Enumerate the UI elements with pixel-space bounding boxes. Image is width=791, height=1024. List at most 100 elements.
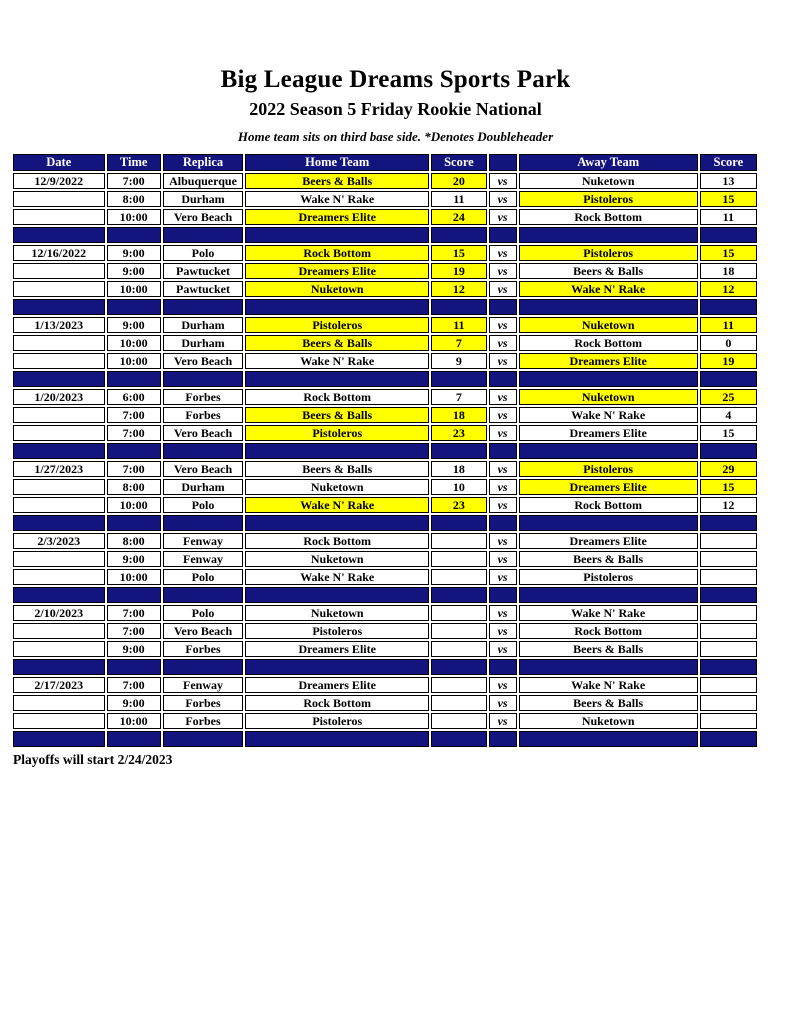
separator-cell <box>245 443 430 459</box>
time-cell: 7:00 <box>106 623 161 639</box>
away-team-cell: Nuketown <box>518 713 698 729</box>
away-team-cell: Dreamers Elite <box>518 353 698 369</box>
separator-cell <box>106 371 161 387</box>
separator-cell <box>13 515 105 531</box>
home-team-cell: Rock Bottom <box>245 695 430 711</box>
replica-cell: Fenway <box>162 551 244 567</box>
away-score-cell <box>699 641 757 657</box>
separator-cell <box>162 227 244 243</box>
vs-cell: vs <box>488 353 517 369</box>
away-score-cell <box>699 713 757 729</box>
separator-cell <box>245 515 430 531</box>
game-row: 10:00 Forbes Pistoleros vs Nuketown <box>13 713 757 729</box>
game-row: 9:00 Forbes Dreamers Elite vs Beers & Balls <box>13 641 757 657</box>
separator-cell <box>488 587 517 603</box>
home-team-cell: Dreamers Elite <box>245 209 430 225</box>
away-team-cell: Pistoleros <box>518 191 698 207</box>
home-team-cell: Nuketown <box>245 479 430 495</box>
away-team-cell: Rock Bottom <box>518 497 698 513</box>
vs-cell: vs <box>488 191 517 207</box>
time-cell: 8:00 <box>106 533 161 549</box>
home-team-note: Home team sits on third base side. *Deno… <box>237 129 554 144</box>
separator-cell <box>245 659 430 675</box>
separator-cell <box>106 443 161 459</box>
vs-cell: vs <box>488 389 517 405</box>
time-cell: 9:00 <box>106 695 161 711</box>
home-score-cell: 23 <box>431 425 487 441</box>
separator-row <box>13 659 757 675</box>
away-team-cell: Pistoleros <box>518 461 698 477</box>
replica-cell: Polo <box>162 605 244 621</box>
game-row: 2/17/2023 7:00 Fenway Dreamers Elite vs Wake … <box>13 677 757 693</box>
away-team-cell: Rock Bottom <box>518 209 698 225</box>
separator-cell <box>431 371 487 387</box>
away-team-cell: Dreamers Elite <box>518 533 698 549</box>
home-score-cell: 15 <box>431 245 487 261</box>
game-row: 10:00 Durham Beers & Balls 7 vs Rock Bottom 0 <box>13 335 757 351</box>
separator-row <box>13 443 757 459</box>
home-score-cell <box>431 605 487 621</box>
home-team-cell: Wake N' Rake <box>245 497 430 513</box>
home-team-cell: Wake N' Rake <box>245 569 430 585</box>
away-team-cell: Wake N' Rake <box>518 677 698 693</box>
home-score-cell: 9 <box>431 353 487 369</box>
separator-row <box>13 227 757 243</box>
separator-cell <box>13 659 105 675</box>
away-team-cell: Beers & Balls <box>518 263 698 279</box>
away-team-cell: Dreamers Elite <box>518 425 698 441</box>
date-cell <box>13 353 105 369</box>
away-score-cell <box>699 569 757 585</box>
date-cell <box>13 623 105 639</box>
separator-cell <box>431 731 487 747</box>
time-cell: 9:00 <box>106 551 161 567</box>
date-cell: 1/20/2023 <box>13 389 105 405</box>
home-score-cell: 7 <box>431 335 487 351</box>
separator-row <box>13 371 757 387</box>
game-row: 8:00 Durham Nuketown 10 vs Dreamers Elite 15 <box>13 479 757 495</box>
away-team-cell: Nuketown <box>518 389 698 405</box>
home-team-cell: Rock Bottom <box>245 533 430 549</box>
vs-cell: vs <box>488 407 517 423</box>
separator-cell <box>518 731 698 747</box>
time-cell: 8:00 <box>106 191 161 207</box>
date-cell: 2/10/2023 <box>13 605 105 621</box>
vs-cell: vs <box>488 263 517 279</box>
game-row: 7:00 Forbes Beers & Balls 18 vs Wake N' Rake 4 <box>13 407 757 423</box>
replica-cell: Fenway <box>162 677 244 693</box>
home-score-cell: 19 <box>431 263 487 279</box>
away-score-cell: 12 <box>699 281 757 297</box>
separator-cell <box>13 443 105 459</box>
separator-cell <box>431 443 487 459</box>
separator-cell <box>518 443 698 459</box>
replica-cell: Vero Beach <box>162 353 244 369</box>
away-score-cell <box>699 533 757 549</box>
separator-cell <box>699 731 757 747</box>
separator-cell <box>518 659 698 675</box>
vs-cell: vs <box>488 281 517 297</box>
vs-cell: vs <box>488 335 517 351</box>
away-team-cell: Rock Bottom <box>518 335 698 351</box>
date-cell: 12/9/2022 <box>13 173 105 189</box>
home-team-cell: Rock Bottom <box>245 245 430 261</box>
replica-cell: Vero Beach <box>162 623 244 639</box>
replica-cell: Vero Beach <box>162 209 244 225</box>
home-team-cell: Dreamers Elite <box>245 263 430 279</box>
vs-cell: vs <box>488 605 517 621</box>
replica-cell: Forbes <box>162 407 244 423</box>
away-score-cell: 11 <box>699 317 757 333</box>
separator-cell <box>488 371 517 387</box>
separator-cell <box>13 371 105 387</box>
separator-cell <box>245 587 430 603</box>
date-cell <box>13 497 105 513</box>
replica-cell: Fenway <box>162 533 244 549</box>
separator-cell <box>13 299 105 315</box>
time-cell: 7:00 <box>106 425 161 441</box>
away-score-cell <box>699 677 757 693</box>
away-team-cell: Beers & Balls <box>518 641 698 657</box>
replica-cell: Forbes <box>162 641 244 657</box>
separator-row <box>13 731 757 747</box>
away-score-cell: 18 <box>699 263 757 279</box>
separator-cell <box>518 299 698 315</box>
page-title: Big League Dreams Sports Park <box>220 66 571 93</box>
home-team-cell: Pistoleros <box>245 425 430 441</box>
